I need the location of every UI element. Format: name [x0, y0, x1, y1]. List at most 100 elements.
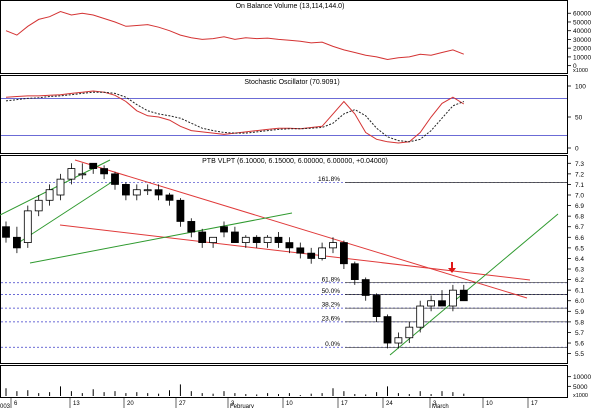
candle-body — [45, 189, 54, 201]
candlestick[interactable] — [383, 314, 392, 349]
candle-body — [252, 236, 261, 243]
price-axis-label: 6.1 — [575, 288, 584, 295]
candle-body — [111, 173, 119, 185]
candlestick[interactable] — [143, 184, 152, 196]
candlestick[interactable] — [111, 171, 119, 190]
price-axis-label: 7.1 — [575, 182, 584, 189]
stochastic-panel: Stochastic Oscillator (70.9091) 100 50 0 — [0, 75, 586, 154]
candlestick[interactable] — [56, 173, 65, 201]
candlestick[interactable] — [89, 162, 98, 174]
price-axis-label: 7.2 — [575, 171, 584, 178]
candlestick[interactable] — [252, 235, 261, 248]
fib-label: 23.6% — [322, 315, 341, 322]
candle-body — [23, 210, 32, 243]
candlestick[interactable] — [230, 226, 239, 243]
candlestick[interactable] — [154, 184, 163, 201]
obv-axis-label: 0 — [573, 63, 577, 70]
candlestick[interactable] — [132, 184, 141, 201]
obv-title: On Balance Volume (13,114,144.0) — [236, 3, 345, 10]
candlestick[interactable] — [459, 284, 468, 302]
candlestick[interactable] — [318, 242, 327, 261]
date-label: 10 — [486, 401, 493, 407]
candle-body — [274, 236, 283, 243]
candlestick[interactable] — [339, 240, 348, 270]
stoch-k-line — [5, 90, 465, 144]
candlestick[interactable] — [220, 221, 228, 238]
support-trendline[interactable] — [29, 212, 293, 264]
candlestick[interactable] — [198, 228, 207, 248]
candlestick[interactable] — [176, 198, 185, 227]
price-panel: PTB VLPT (6.10000, 6.15000, 6.00000, 6.0… — [0, 155, 584, 364]
candle-body — [427, 300, 436, 307]
candlestick[interactable] — [329, 237, 337, 254]
lower-channel-trendline[interactable] — [14, 177, 119, 246]
date-label: 10 — [286, 401, 293, 407]
candlestick[interactable] — [241, 235, 250, 248]
candlestick[interactable] — [34, 195, 43, 217]
candlestick[interactable] — [350, 261, 359, 285]
candlestick[interactable] — [122, 182, 130, 201]
candle-body — [339, 242, 348, 265]
price-axis-label: 6.0 — [575, 298, 584, 305]
stoch-axis-label: 100 — [575, 84, 586, 91]
date-axis: 6 13 20 27 3 10 17 24 3 10 17 February March 003 — [0, 398, 538, 408]
candle-body — [89, 162, 98, 169]
candlestick[interactable] — [2, 221, 10, 243]
candle-body — [2, 226, 10, 238]
candlestick[interactable] — [372, 293, 381, 322]
obv-line — [5, 10, 464, 61]
candle-body — [12, 236, 21, 249]
fib-label: 50.0% — [322, 288, 341, 295]
candle-body — [241, 236, 250, 243]
candlestick[interactable] — [448, 284, 457, 312]
candlestick[interactable] — [23, 205, 32, 248]
candlestick[interactable] — [165, 192, 174, 206]
candlestick[interactable] — [427, 295, 436, 312]
candle-body — [438, 300, 446, 307]
candle-body — [176, 199, 185, 222]
candlestick[interactable] — [394, 332, 403, 349]
upper-resistance-trendline[interactable] — [74, 159, 528, 299]
candlestick[interactable] — [12, 226, 21, 254]
candle-body — [361, 279, 370, 296]
candlestick[interactable] — [296, 242, 305, 259]
candle-body — [296, 247, 305, 254]
date-label: 17 — [341, 401, 348, 407]
rebound-trendline[interactable] — [389, 213, 559, 356]
candle-body — [67, 168, 76, 180]
candlestick[interactable] — [209, 236, 218, 248]
upper-channel-trendline[interactable] — [0, 159, 111, 216]
candlestick[interactable] — [274, 232, 283, 248]
candlestick[interactable] — [67, 163, 76, 185]
candlestick[interactable] — [307, 247, 316, 264]
candlestick[interactable] — [100, 165, 108, 180]
candlestick[interactable] — [187, 218, 196, 238]
price-axis-label: 6.7 — [575, 224, 584, 231]
candlestick[interactable] — [263, 235, 272, 248]
candle-body — [198, 231, 207, 243]
candle-body — [383, 316, 392, 344]
candlestick[interactable] — [361, 277, 370, 301]
candlestick[interactable] — [416, 300, 425, 333]
candlestick[interactable] — [285, 237, 294, 254]
candle-body — [405, 326, 414, 339]
volume-unit-label: x1000 — [573, 393, 588, 399]
candlestick[interactable] — [78, 163, 87, 180]
fib-label: 161.8% — [318, 176, 340, 183]
candlestick[interactable] — [405, 321, 414, 344]
obv-panel: On Balance Volume (13,114,144.0) 6000050… — [0, 0, 591, 74]
obv-axis-label: 30000 — [573, 37, 591, 44]
candle-body — [209, 236, 218, 243]
price-axis-label: 5.8 — [575, 319, 584, 326]
candle-body — [56, 178, 65, 196]
candle-body — [78, 173, 87, 176]
obv-axis-label: 20000 — [573, 46, 591, 53]
date-label: 13 — [73, 401, 80, 407]
candle-body — [448, 289, 457, 307]
candlestick[interactable] — [438, 290, 446, 307]
price-axis-label: 6.4 — [575, 256, 584, 263]
date-label: 3 — [231, 401, 235, 407]
obv-unit-label: x1000 — [573, 68, 588, 74]
candlestick[interactable] — [45, 184, 54, 206]
